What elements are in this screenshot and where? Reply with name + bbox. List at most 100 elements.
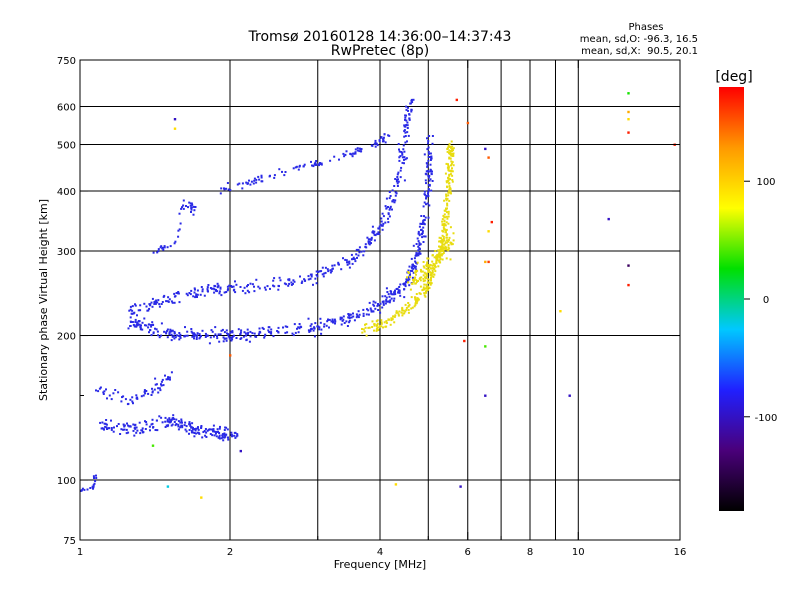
echo-point	[234, 280, 236, 283]
echo-point	[403, 130, 406, 133]
echo-point	[445, 180, 448, 183]
echo-point	[339, 316, 342, 319]
echo-point	[316, 325, 319, 328]
echo-point	[379, 223, 382, 226]
echo-point	[415, 270, 418, 273]
echo-point	[318, 163, 321, 165]
echo-point	[248, 291, 251, 294]
echo-point	[247, 182, 249, 185]
echo-point	[433, 268, 436, 271]
echo-point	[425, 285, 428, 288]
echo-point	[190, 289, 193, 292]
echo-point	[430, 157, 433, 160]
echo-point	[404, 158, 407, 161]
echo-point	[194, 206, 197, 208]
echo-point	[375, 329, 378, 332]
echo-point	[383, 321, 386, 324]
echo-point	[397, 171, 400, 174]
echo-point	[450, 160, 453, 163]
echo-point	[395, 288, 398, 290]
echo-point	[427, 159, 430, 162]
echo-point	[414, 260, 417, 263]
echo-point	[329, 159, 332, 162]
echo-point	[170, 418, 173, 421]
echo-point	[401, 152, 404, 155]
echo-point	[372, 303, 375, 306]
echo-point	[435, 262, 438, 264]
echo-point	[160, 303, 163, 305]
echo-point	[425, 267, 428, 270]
echo-point	[451, 155, 454, 157]
echo-point	[179, 335, 182, 338]
echo-point	[441, 229, 444, 232]
echo-point	[391, 189, 394, 192]
colorbar-label: [deg]	[715, 69, 752, 85]
echo-point	[423, 201, 426, 204]
echo-point	[163, 330, 166, 333]
echo-point	[135, 397, 138, 400]
echo-point	[444, 216, 446, 219]
echo-point	[365, 334, 368, 337]
echo-point	[388, 191, 391, 193]
echo-point	[431, 264, 434, 267]
echo-point	[239, 449, 242, 453]
echo-point	[319, 317, 322, 320]
echo-point	[446, 211, 448, 214]
echo-point	[223, 291, 226, 294]
echo-point	[152, 331, 155, 334]
echo-point	[423, 153, 426, 156]
echo-point	[420, 276, 423, 279]
echo-point	[246, 289, 249, 292]
echo-point	[339, 318, 342, 321]
echo-point	[223, 432, 226, 435]
echo-point	[315, 270, 318, 273]
echo-point	[104, 425, 107, 428]
echo-point	[377, 231, 380, 234]
echo-point	[213, 284, 216, 287]
echo-point	[226, 182, 229, 184]
echo-point	[186, 334, 189, 337]
echo-point	[428, 179, 431, 182]
echo-point	[428, 152, 430, 155]
echo-point	[182, 207, 185, 210]
echo-point	[422, 265, 425, 268]
echo-point	[398, 159, 401, 162]
echo-point	[422, 226, 425, 229]
echo-point	[416, 297, 419, 300]
echo-point	[411, 282, 414, 285]
echo-point	[218, 432, 221, 434]
echo-point	[145, 421, 148, 423]
echo-point	[401, 156, 404, 159]
echo-point	[177, 235, 180, 238]
echo-point	[429, 168, 432, 171]
echo-point	[445, 193, 448, 196]
echo-point	[387, 206, 389, 208]
echo-point	[247, 331, 250, 334]
echo-point	[116, 425, 118, 428]
echo-point	[258, 331, 261, 334]
echo-point	[448, 199, 451, 202]
echo-point	[160, 322, 163, 325]
echo-point	[92, 487, 94, 490]
echo-point	[422, 261, 425, 263]
echo-point	[184, 428, 187, 431]
echo-point	[246, 333, 249, 335]
echo-point	[230, 339, 233, 342]
echo-point	[223, 429, 226, 431]
echo-point	[427, 264, 430, 267]
echo-point	[264, 288, 267, 291]
echo-point	[302, 165, 305, 168]
echo-point	[141, 427, 144, 430]
echo-point	[142, 431, 145, 434]
echo-point	[416, 300, 419, 303]
echo-point	[445, 162, 448, 165]
echo-point	[382, 303, 385, 306]
echo-point	[387, 217, 389, 220]
echo-point	[218, 436, 221, 438]
echo-point	[396, 176, 399, 178]
echo-point	[177, 229, 180, 232]
echo-point	[447, 191, 450, 194]
echo-point	[428, 174, 431, 177]
echo-point	[267, 329, 270, 332]
echo-point	[414, 269, 417, 272]
